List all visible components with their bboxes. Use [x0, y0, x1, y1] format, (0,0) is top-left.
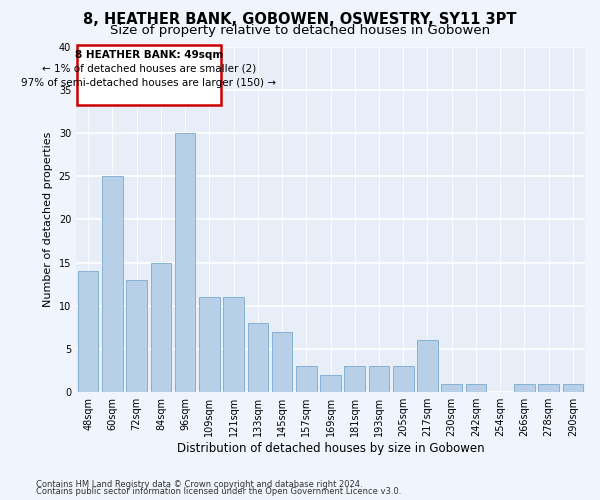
Text: ← 1% of detached houses are smaller (2): ← 1% of detached houses are smaller (2)	[41, 64, 256, 74]
Bar	[393, 366, 413, 392]
Bar	[442, 384, 462, 392]
Bar	[175, 133, 196, 392]
Text: 97% of semi-detached houses are larger (150) →: 97% of semi-detached houses are larger (…	[21, 78, 276, 88]
Bar	[296, 366, 317, 392]
FancyBboxPatch shape	[77, 45, 221, 106]
Bar	[344, 366, 365, 392]
Bar	[127, 280, 147, 392]
Y-axis label: Number of detached properties: Number of detached properties	[43, 132, 53, 307]
Bar	[514, 384, 535, 392]
Bar	[466, 384, 486, 392]
Text: Contains public sector information licensed under the Open Government Licence v3: Contains public sector information licen…	[36, 487, 401, 496]
Bar	[223, 297, 244, 392]
Bar	[102, 176, 123, 392]
Bar	[369, 366, 389, 392]
Bar	[151, 262, 171, 392]
Bar	[78, 271, 98, 392]
Bar	[417, 340, 438, 392]
Bar	[199, 297, 220, 392]
Text: Contains HM Land Registry data © Crown copyright and database right 2024.: Contains HM Land Registry data © Crown c…	[36, 480, 362, 489]
Bar	[272, 332, 292, 392]
Text: 8 HEATHER BANK: 49sqm: 8 HEATHER BANK: 49sqm	[74, 50, 223, 60]
Bar	[563, 384, 583, 392]
X-axis label: Distribution of detached houses by size in Gobowen: Distribution of detached houses by size …	[177, 442, 484, 455]
Bar	[248, 323, 268, 392]
Bar	[538, 384, 559, 392]
Text: 8, HEATHER BANK, GOBOWEN, OSWESTRY, SY11 3PT: 8, HEATHER BANK, GOBOWEN, OSWESTRY, SY11…	[83, 12, 517, 28]
Text: Size of property relative to detached houses in Gobowen: Size of property relative to detached ho…	[110, 24, 490, 37]
Bar	[320, 375, 341, 392]
